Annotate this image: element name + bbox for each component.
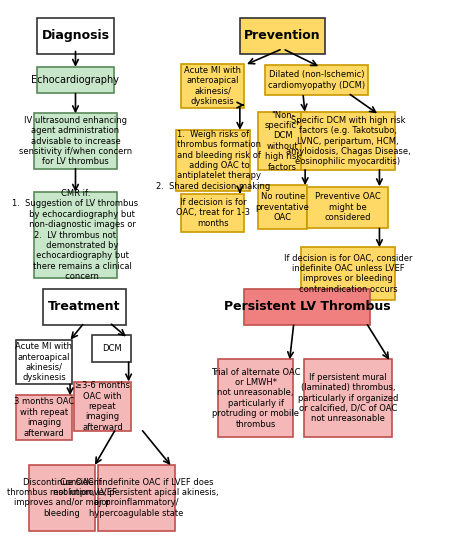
- Text: DCM: DCM: [102, 344, 121, 353]
- FancyBboxPatch shape: [74, 382, 131, 431]
- FancyBboxPatch shape: [98, 465, 174, 531]
- FancyBboxPatch shape: [29, 465, 95, 531]
- FancyBboxPatch shape: [34, 113, 117, 169]
- FancyBboxPatch shape: [182, 194, 245, 232]
- FancyBboxPatch shape: [308, 187, 389, 228]
- FancyBboxPatch shape: [176, 130, 250, 191]
- FancyBboxPatch shape: [37, 18, 114, 54]
- FancyBboxPatch shape: [258, 112, 308, 170]
- Text: If decision is for OAC, consider
indefinite OAC unless LVEF
improves or bleeding: If decision is for OAC, consider indefin…: [283, 254, 412, 294]
- Text: If decision is for
OAC, treat for 1-3
months: If decision is for OAC, treat for 1-3 mo…: [176, 198, 250, 228]
- Text: "Non-
specific"
DCM
without
high risk
factors: "Non- specific" DCM without high risk fa…: [264, 111, 301, 171]
- Text: Echocardiography: Echocardiography: [31, 75, 119, 85]
- Text: ≥3-6 months
OAC with
repeat
imaging
afterward: ≥3-6 months OAC with repeat imaging afte…: [75, 381, 130, 432]
- FancyBboxPatch shape: [304, 359, 392, 437]
- Text: If persistent mural
(laminated) thrombus,
particularly if organized
or calcified: If persistent mural (laminated) thrombus…: [298, 373, 398, 424]
- FancyBboxPatch shape: [37, 67, 114, 93]
- FancyBboxPatch shape: [264, 65, 368, 95]
- FancyBboxPatch shape: [16, 340, 72, 384]
- Text: IV ultrasound enhancing
agent administration
advisable to increase
sensitivity i: IV ultrasound enhancing agent administra…: [19, 116, 132, 166]
- FancyBboxPatch shape: [301, 112, 395, 170]
- Text: Treatment: Treatment: [48, 300, 121, 314]
- FancyBboxPatch shape: [182, 64, 245, 108]
- FancyBboxPatch shape: [34, 192, 117, 278]
- FancyBboxPatch shape: [43, 289, 126, 325]
- Text: Preventive OAC
might be
considered: Preventive OAC might be considered: [315, 192, 381, 222]
- FancyBboxPatch shape: [92, 335, 131, 362]
- FancyBboxPatch shape: [258, 185, 308, 229]
- Text: 1.  Weigh risks of
     thrombus formation
     and bleeding risk of
     adding: 1. Weigh risks of thrombus formation and…: [155, 130, 270, 191]
- Text: Diagnosis: Diagnosis: [42, 29, 109, 43]
- FancyBboxPatch shape: [16, 395, 72, 440]
- FancyBboxPatch shape: [219, 359, 293, 437]
- Text: Consider indefinite OAC if LVEF does
not improve, persistent apical akinesis,
or: Consider indefinite OAC if LVEF does not…: [54, 478, 219, 518]
- FancyBboxPatch shape: [245, 289, 371, 325]
- Text: Trial of alternate OAC
or LMWH*
not unreasonable,
particularly if
protruding or : Trial of alternate OAC or LMWH* not unre…: [211, 368, 301, 429]
- Text: Acute MI with
anteroapical
akinesis/
dyskinesis: Acute MI with anteroapical akinesis/ dys…: [16, 342, 73, 382]
- Text: No routine
preventative
OAC: No routine preventative OAC: [255, 192, 310, 222]
- Text: Specific DCM with high risk
factors (e.g. Takotsubo,
LVNC, peripartum, HCM,
amyl: Specific DCM with high risk factors (e.g…: [285, 116, 410, 166]
- Text: Prevention: Prevention: [244, 29, 321, 43]
- Text: 3 months OAC
with repeat
imaging
afterward: 3 months OAC with repeat imaging afterwa…: [14, 398, 74, 437]
- Text: Persistent LV Thrombus: Persistent LV Thrombus: [224, 300, 391, 314]
- FancyBboxPatch shape: [240, 18, 326, 54]
- Text: Dilated (non-Ischemic)
cardiomyopathy (DCM): Dilated (non-Ischemic) cardiomyopathy (D…: [268, 70, 365, 90]
- Text: CMR if:
1.  Suggestion of LV thrombus
     by echocardiography but
     non-diag: CMR if: 1. Suggestion of LV thrombus by …: [12, 189, 138, 281]
- Text: Discontinue OAC if
thrombus resolution, LVEF
improves and/or major
bleeding: Discontinue OAC if thrombus resolution, …: [7, 478, 117, 518]
- Text: Acute MI with
anteroapical
akinesis/
dyskinesis: Acute MI with anteroapical akinesis/ dys…: [184, 66, 241, 106]
- FancyBboxPatch shape: [301, 248, 395, 300]
